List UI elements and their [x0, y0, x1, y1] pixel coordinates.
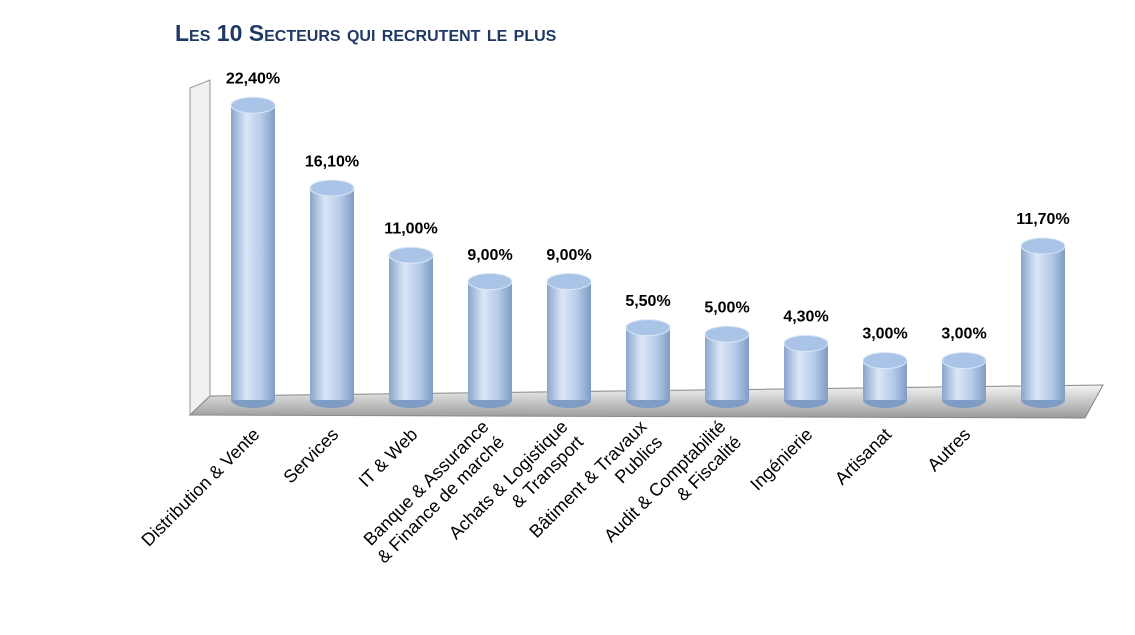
bar-cap: [783, 334, 829, 352]
bar-cap: [1020, 237, 1066, 255]
value-label: 11,70%: [1016, 211, 1069, 228]
bar: [1021, 246, 1065, 400]
value-label: 5,00%: [704, 299, 749, 316]
x-tick-label-line: Ingénierie: [746, 424, 816, 494]
x-tick-label-line: Artisanat: [831, 424, 895, 488]
value-label: 3,00%: [862, 326, 907, 343]
bar-cap: [467, 273, 513, 291]
value-label: 11,00%: [384, 220, 437, 237]
x-tick-label: Distribution & Vente: [137, 424, 263, 550]
bar-cap: [388, 246, 434, 264]
value-label: 9,00%: [546, 247, 591, 264]
bar: [547, 281, 591, 400]
bar: [310, 188, 354, 400]
value-label: 3,00%: [941, 326, 986, 343]
bar-cap: [546, 273, 592, 291]
bar-cap: [862, 352, 908, 370]
x-tick-label: Autres: [923, 424, 974, 475]
bar: [784, 343, 828, 400]
bar: [705, 334, 749, 400]
bar-cap: [941, 352, 987, 370]
bar: [626, 327, 670, 400]
bar-cap: [309, 179, 355, 197]
x-tick-label-line: IT & Web: [354, 424, 421, 491]
value-label: 4,30%: [783, 309, 828, 326]
bar: [231, 105, 275, 400]
x-tick-label: Ingénierie: [746, 424, 816, 494]
x-tick-label-line: Services: [279, 424, 342, 487]
value-label: 5,50%: [625, 293, 670, 310]
x-tick-label: Services: [279, 424, 342, 487]
bar: [389, 255, 433, 400]
bar: [468, 281, 512, 400]
bar-cap: [625, 319, 671, 337]
wall: [189, 79, 211, 417]
value-label: 16,10%: [305, 153, 359, 170]
x-tick-label: IT & Web: [354, 424, 421, 491]
x-tick-label-line: Autres: [923, 424, 974, 475]
bar-cap: [230, 96, 276, 114]
value-label: 22,40%: [226, 70, 280, 87]
x-tick-label-line: Distribution & Vente: [137, 424, 263, 550]
bar-cap: [704, 325, 750, 343]
value-label: 9,00%: [467, 247, 512, 264]
x-tick-label: Artisanat: [831, 424, 895, 488]
chart-title: Les 10 Secteurs qui recrutent le plus: [175, 20, 557, 46]
